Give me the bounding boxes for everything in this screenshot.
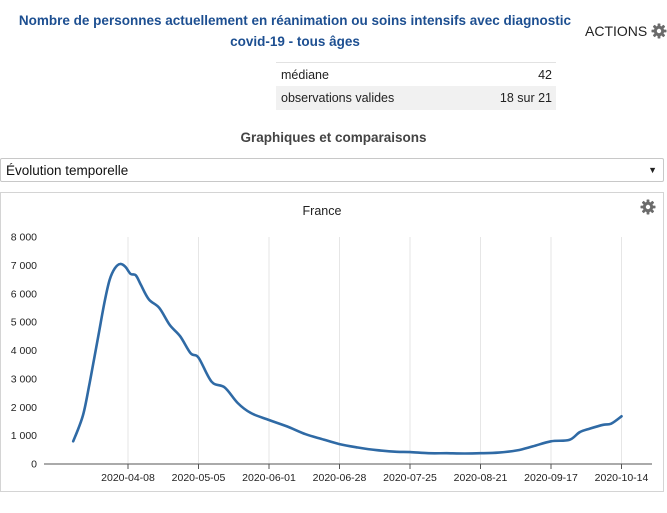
stats-label: observations valides <box>281 91 395 105</box>
view-select[interactable]: Évolution temporelle ▼ <box>0 158 664 182</box>
line-chart: France 2020-04-08 2020-05-05 2020-06-01 202… <box>11 204 652 484</box>
chart-grid <box>127 237 622 464</box>
actions-button[interactable]: ACTIONS <box>585 20 667 42</box>
chevron-down-icon: ▼ <box>648 165 657 175</box>
y-tick-label: 7 000 <box>11 260 37 272</box>
chart-title: France <box>303 204 342 218</box>
x-tick-label: 2020-06-01 <box>242 472 296 484</box>
y-tick-label: 2 000 <box>11 402 37 414</box>
section-title: Graphiques et comparaisons <box>240 130 427 145</box>
x-tick-label: 2020-06-28 <box>313 472 367 484</box>
series-line <box>71 262 623 455</box>
y-tick-label: 3 000 <box>11 373 37 385</box>
y-tick-label: 1 000 <box>11 430 37 442</box>
stats-value: 18 sur 21 <box>499 91 552 105</box>
x-tick-label: 2020-09-17 <box>524 472 578 484</box>
stats-row-valid-observations: observations valides 18 sur 21 <box>276 86 556 110</box>
y-tick-label: 4 000 <box>11 345 37 357</box>
gear-icon[interactable] <box>640 199 656 220</box>
y-tick-label: 0 <box>31 459 37 471</box>
y-tick-label: 6 000 <box>11 288 37 300</box>
stats-table: médiane 42 observations valides 18 sur 2… <box>276 62 556 110</box>
stats-value: 42 <box>538 67 552 82</box>
stats-row-median: médiane 42 <box>276 62 556 86</box>
x-tick-label: 2020-07-25 <box>383 472 437 484</box>
x-tick-label: 2020-04-08 <box>101 472 155 484</box>
x-tick-label: 2020-10-14 <box>595 472 649 484</box>
y-tick-label: 5 000 <box>11 317 37 329</box>
chart-series <box>71 262 623 455</box>
x-tick-label: 2020-08-21 <box>454 472 508 484</box>
x-tick-label: 2020-05-05 <box>172 472 226 484</box>
chart-panel <box>0 192 664 492</box>
page-title-line-2: covid-19 - tous âges <box>230 34 360 49</box>
stats-label: médiane <box>281 67 329 82</box>
actions-label: ACTIONS <box>585 23 648 39</box>
gear-icon <box>651 23 667 39</box>
page-title-line-1: Nombre de personnes actuellement en réan… <box>18 13 572 28</box>
view-select-value: Évolution temporelle <box>6 162 129 178</box>
page-title: Nombre de personnes actuellement en réan… <box>0 10 590 52</box>
chart-axes: 2020-04-08 2020-05-05 2020-06-01 2020-06-28… <box>11 232 652 484</box>
y-tick-label: 8 000 <box>11 232 37 244</box>
